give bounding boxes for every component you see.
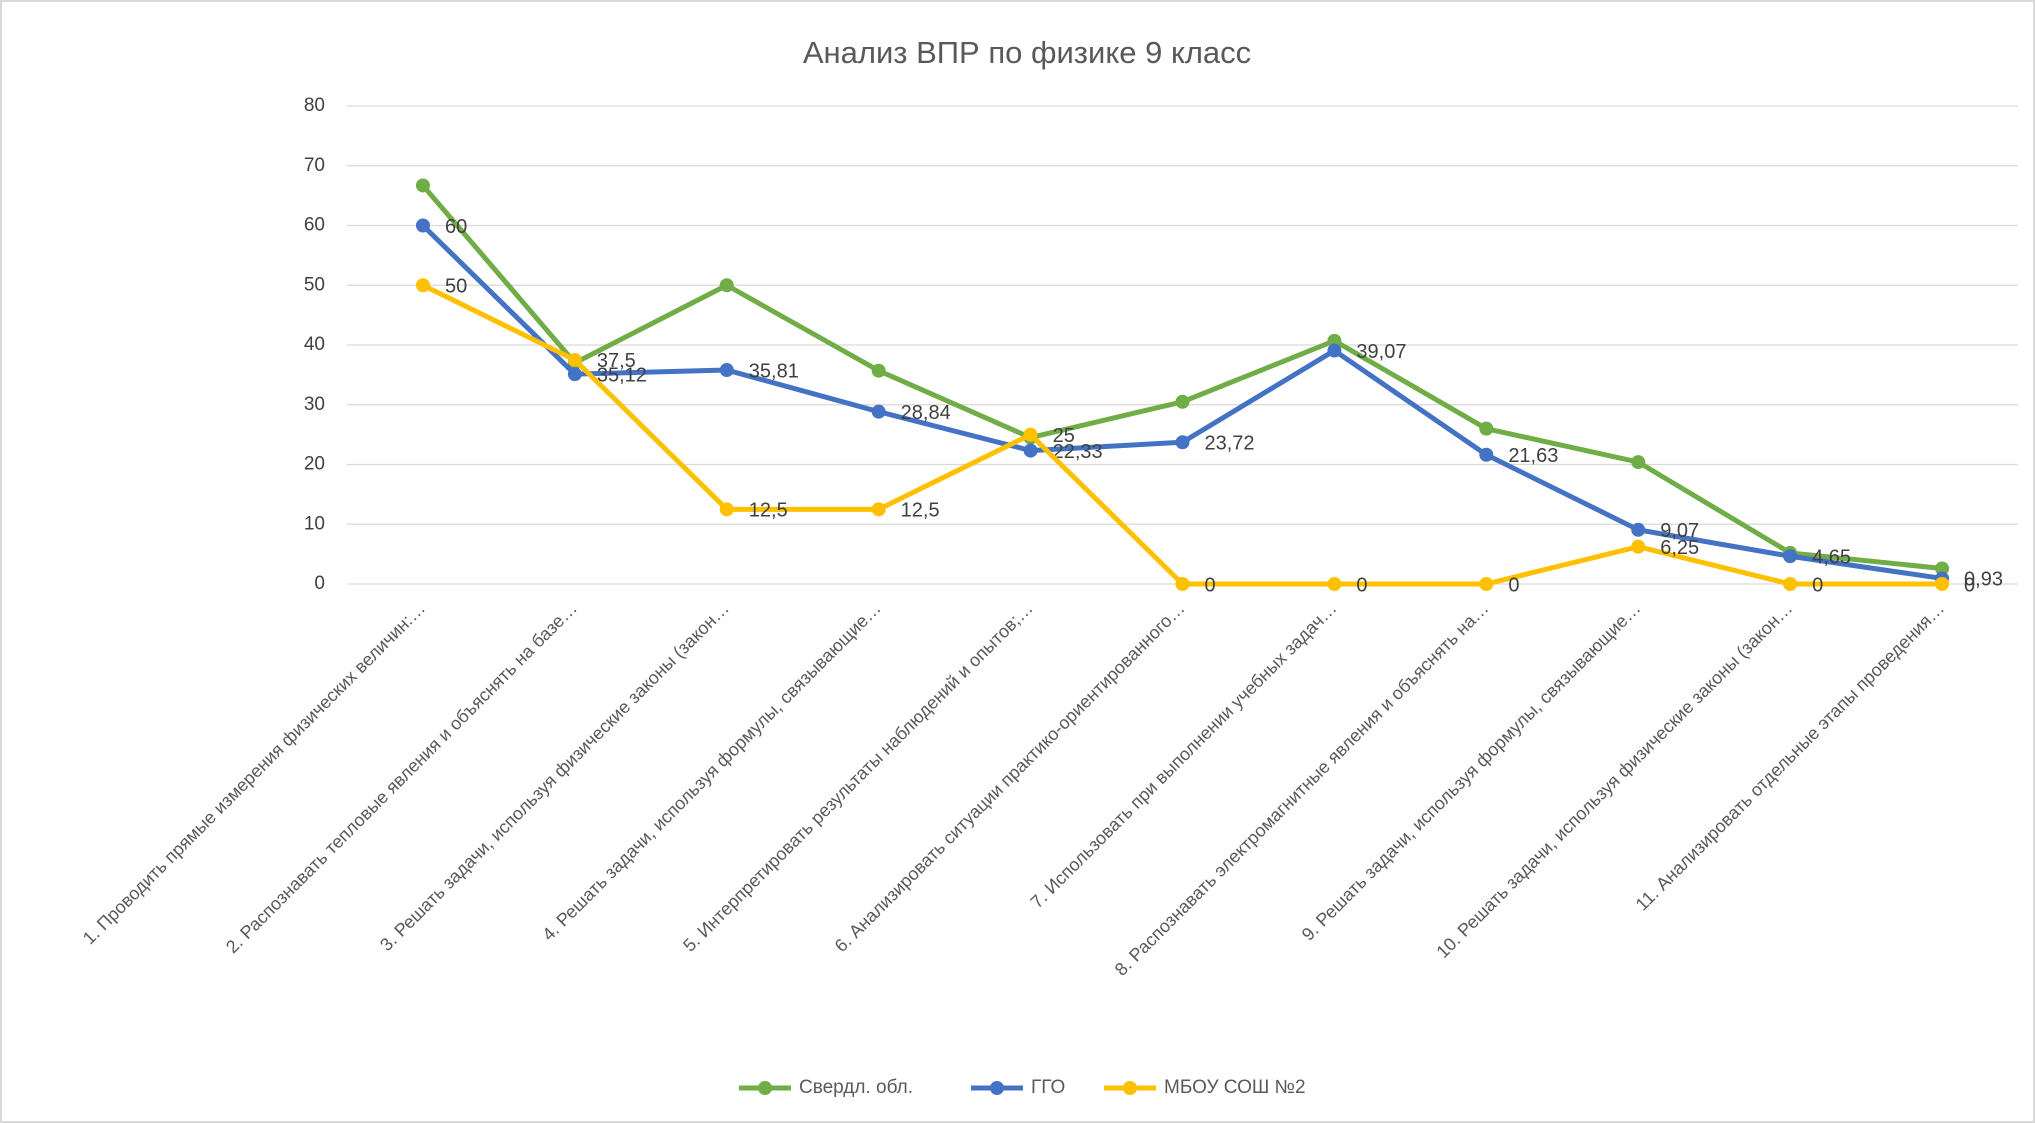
- data-point: [1935, 561, 1950, 576]
- data-point: [567, 352, 582, 367]
- y-tick-label: 80: [304, 95, 325, 116]
- data-label: 35,81: [749, 360, 799, 382]
- data-label: 12,5: [749, 500, 788, 522]
- data-point: [1935, 577, 1950, 591]
- data-label: 0: [1356, 574, 1367, 596]
- data-point: [567, 367, 582, 382]
- data-point: [719, 278, 734, 293]
- chart-title: Анализ ВПР по физике 9 класс: [803, 35, 1251, 70]
- legend-marker: [1123, 1081, 1137, 1095]
- y-tick-label: 70: [304, 155, 325, 176]
- data-point: [1175, 435, 1190, 450]
- data-label: 0: [1812, 574, 1823, 596]
- data-label: 39,07: [1356, 341, 1406, 363]
- data-label: 28,84: [901, 402, 951, 424]
- data-point: [1175, 577, 1190, 591]
- data-label: 22,33: [1053, 441, 1103, 463]
- legend-label: МБОУ СОШ №2: [1164, 1077, 1306, 1098]
- data-point: [1479, 447, 1494, 462]
- data-point: [1783, 577, 1798, 591]
- data-label: 4,65: [1812, 546, 1851, 568]
- data-label: 37,5: [597, 350, 636, 372]
- data-point: [1327, 343, 1342, 358]
- data-point: [415, 278, 430, 293]
- data-label: 23,72: [1205, 433, 1255, 455]
- data-label: 0: [1205, 574, 1216, 596]
- data-label: 0: [1508, 574, 1519, 596]
- data-label: 60: [445, 216, 467, 238]
- data-point: [1023, 427, 1038, 442]
- data-point: [1479, 577, 1494, 591]
- y-tick-label: 30: [304, 394, 325, 415]
- data-point: [1631, 455, 1646, 470]
- data-point: [871, 502, 886, 517]
- data-point: [1327, 577, 1342, 591]
- data-point: [1479, 421, 1494, 436]
- data-point: [415, 218, 430, 233]
- data-label: 0,93: [1964, 569, 2003, 591]
- data-label: 0: [1964, 574, 1975, 596]
- y-tick-label: 50: [304, 274, 325, 295]
- data-label: 25: [1053, 425, 1075, 447]
- y-tick-label: 10: [304, 513, 325, 534]
- legend-marker: [990, 1081, 1004, 1095]
- y-tick-label: 40: [304, 334, 325, 355]
- data-point: [415, 178, 430, 193]
- data-point: [719, 363, 734, 378]
- data-point: [1783, 549, 1798, 564]
- data-label: 9,07: [1660, 520, 1699, 542]
- data-point: [1631, 522, 1646, 537]
- y-tick-label: 20: [304, 454, 325, 475]
- data-label: 35,12: [597, 364, 647, 386]
- y-tick-label: 0: [314, 573, 325, 594]
- data-label: 50: [445, 276, 467, 298]
- data-point: [1175, 394, 1190, 409]
- legend-label: ГГО: [1031, 1077, 1065, 1098]
- y-tick-label: 60: [304, 215, 325, 236]
- legend-marker: [758, 1081, 772, 1095]
- data-point: [719, 502, 734, 517]
- data-point: [1631, 539, 1646, 554]
- data-point: [1327, 333, 1342, 348]
- data-point: [1023, 443, 1038, 458]
- data-point: [871, 404, 886, 419]
- data-label: 12,5: [901, 500, 940, 522]
- legend-label: Свердл. обл.: [799, 1077, 913, 1098]
- data-label: 6,25: [1660, 537, 1699, 559]
- data-point: [871, 363, 886, 378]
- data-label: 21,63: [1508, 445, 1558, 467]
